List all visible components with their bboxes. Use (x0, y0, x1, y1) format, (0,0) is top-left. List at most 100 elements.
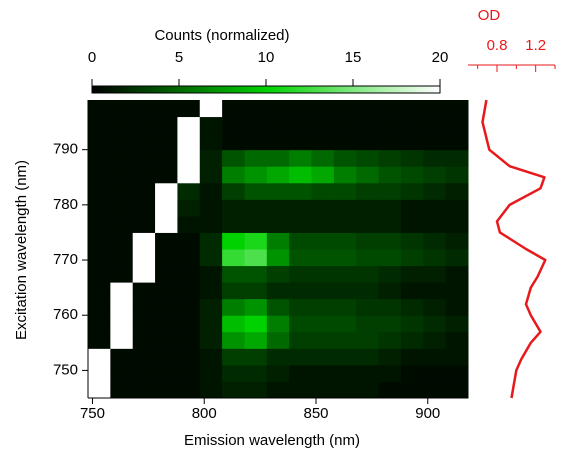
heatmap-cell (110, 298, 134, 316)
heatmap-cell (400, 116, 424, 134)
heatmap-cell (177, 116, 201, 134)
heatmap-cell (88, 133, 111, 151)
heatmap-cell (423, 298, 447, 316)
heatmap-cell (289, 381, 313, 399)
heatmap-cell (177, 232, 201, 250)
heatmap-cell (155, 182, 178, 200)
heatmap-cell (110, 100, 134, 118)
heatmap-cell (222, 348, 245, 366)
heatmap-cell (378, 348, 402, 366)
colorbar-tick-label: 10 (258, 49, 275, 66)
heatmap-cell (333, 199, 357, 217)
heatmap-cell (110, 282, 134, 300)
heatmap-cell (356, 116, 380, 134)
heatmap-cell (155, 364, 178, 382)
heatmap-cell (110, 348, 134, 366)
heatmap-cell (378, 282, 402, 300)
heatmap-cell (378, 199, 402, 217)
heatmap-cell (155, 166, 178, 184)
heatmap-cell (423, 166, 447, 184)
heatmap-cell (244, 166, 268, 184)
heatmap-cell (400, 166, 424, 184)
heatmap-cell (356, 215, 380, 233)
heatmap-cell (400, 182, 424, 200)
heatmap-cell (378, 166, 402, 184)
heatmap-cell (378, 381, 402, 399)
heatmap-cell (289, 232, 313, 250)
heatmap-cell (423, 182, 447, 200)
heatmap-cell (378, 265, 402, 283)
heatmap-cell (110, 199, 134, 217)
heatmap-cell (266, 116, 290, 134)
heatmap-cell (266, 265, 290, 283)
heatmap-cell (423, 348, 447, 366)
heatmap-cell (378, 149, 402, 167)
heatmap-cell (311, 116, 335, 134)
heatmap-cell (311, 265, 335, 283)
heatmap-cell (222, 182, 245, 200)
heatmap-cell (199, 282, 223, 300)
heatmap-cell (289, 116, 313, 134)
heatmap-cell (199, 232, 223, 250)
heatmap-cell (132, 149, 156, 167)
y-tick-label: 780 (53, 196, 78, 213)
heatmap-cell (222, 166, 245, 184)
heatmap-cell (289, 133, 313, 151)
heatmap-cell (423, 381, 447, 399)
heatmap-cell (110, 166, 134, 184)
heatmap-cell (88, 100, 111, 118)
heatmap-cell (177, 166, 201, 184)
heatmap-cell (177, 364, 201, 382)
heatmap-cell (222, 298, 245, 316)
heatmap-cell (177, 282, 201, 300)
heatmap-cell (88, 364, 111, 382)
od-tick-label: 0.8 (487, 37, 508, 54)
heatmap-cell (356, 348, 380, 366)
od-line (481, 99, 547, 399)
heatmap-cell (222, 265, 245, 283)
heatmap-cell (266, 215, 290, 233)
heatmap-cell (199, 381, 223, 399)
heatmap-cell (244, 182, 268, 200)
heatmap-cell (311, 182, 335, 200)
heatmap-cell (333, 348, 357, 366)
heatmap-cell (356, 133, 380, 151)
heatmap-cell (155, 232, 178, 250)
heatmap-cell (88, 331, 111, 349)
heatmap-cell (311, 364, 335, 382)
heatmap-cell (110, 249, 134, 267)
colorbar-tick-label: 15 (345, 49, 362, 66)
heatmap-cell (132, 249, 156, 267)
heatmap-cell (244, 249, 268, 267)
heatmap-cell (400, 282, 424, 300)
heatmap-cell (132, 265, 156, 283)
heatmap-cell (333, 249, 357, 267)
heatmap-cell (266, 199, 290, 217)
heatmap-cell (155, 215, 178, 233)
heatmap-cell (400, 331, 424, 349)
heatmap-cell (378, 116, 402, 134)
y-tick-label: 770 (53, 251, 78, 268)
heatmap-cell (400, 298, 424, 316)
heatmap-cell (378, 331, 402, 349)
heatmap-cell (244, 348, 268, 366)
heatmap-cell (155, 381, 178, 399)
heatmap-cell (445, 315, 469, 333)
heatmap-cell (333, 331, 357, 349)
x-tick-label: 850 (303, 405, 328, 422)
heatmap-cell (244, 215, 268, 233)
heatmap-cell (266, 381, 290, 399)
heatmap-cell (244, 298, 268, 316)
y-tick-label: 750 (53, 361, 78, 378)
heatmap-cell (199, 116, 223, 134)
heatmap-cell (222, 116, 245, 134)
heatmap-cell (244, 199, 268, 217)
heatmap-cell (333, 100, 357, 118)
heatmap-cell (356, 265, 380, 283)
heatmap-cell (333, 149, 357, 167)
heatmap-cell (445, 348, 469, 366)
heatmap-cell (266, 232, 290, 250)
heatmap-cell (110, 182, 134, 200)
heatmap-cell (177, 331, 201, 349)
